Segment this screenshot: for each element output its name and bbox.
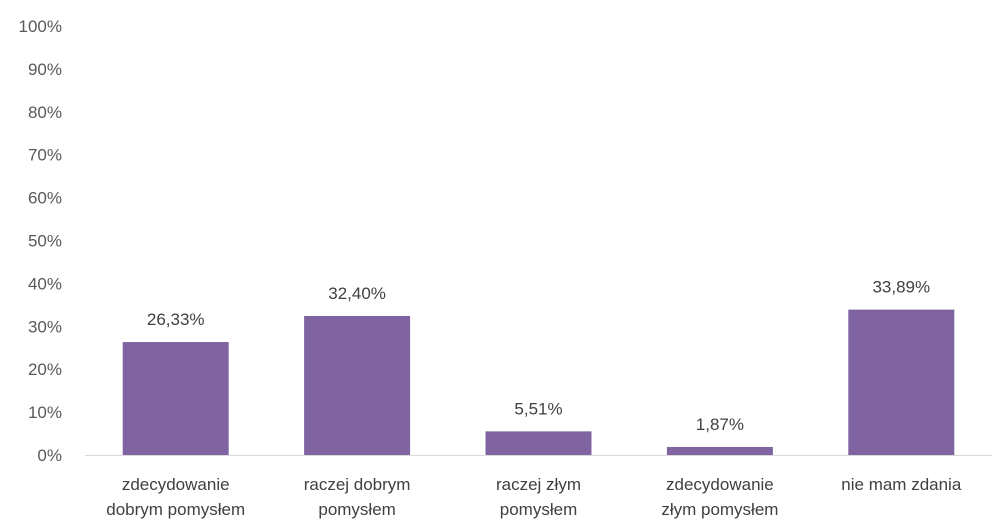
y-tick-label: 70%: [28, 146, 62, 165]
y-tick-label: 100%: [19, 17, 62, 36]
data-label: 1,87%: [696, 415, 744, 434]
data-label: 33,89%: [872, 278, 930, 297]
bar: [122, 342, 229, 455]
category-labels: zdecydowanie dobrym pomysłem raczej dobrym…: [106, 475, 962, 519]
y-tick-label: 40%: [28, 274, 62, 293]
y-axis-ticks: 0% 10% 20% 30% 40% 50% 60% 70% 80% 90% 100%: [19, 17, 62, 465]
y-tick-label: 20%: [28, 360, 62, 379]
data-label: 26,33%: [147, 310, 205, 329]
bar: [666, 446, 773, 455]
y-tick-label: 30%: [28, 317, 62, 336]
bar: [304, 316, 411, 455]
y-tick-label: 80%: [28, 103, 62, 122]
x-tick-label: nie mam zdania: [841, 475, 962, 494]
y-tick-label: 10%: [28, 403, 62, 422]
bars: [122, 309, 955, 455]
x-tick-label: raczej dobrym pomysłem: [304, 475, 411, 519]
bar: [848, 309, 955, 455]
x-tick-label: zdecydowanie dobrym pomysłem: [106, 475, 245, 519]
data-labels: 26,33% 32,40% 5,51% 1,87% 33,89%: [147, 278, 930, 434]
y-tick-label: 60%: [28, 189, 62, 208]
x-tick-label: raczej złym pomysłem: [496, 475, 581, 519]
y-tick-label: 50%: [28, 232, 62, 251]
data-label: 32,40%: [328, 284, 386, 303]
y-tick-label: 90%: [28, 60, 62, 79]
x-tick-label: zdecydowanie złym pomysłem: [661, 475, 778, 519]
y-tick-label: 0%: [37, 446, 62, 465]
bar: [485, 431, 592, 455]
data-label: 5,51%: [514, 399, 562, 418]
